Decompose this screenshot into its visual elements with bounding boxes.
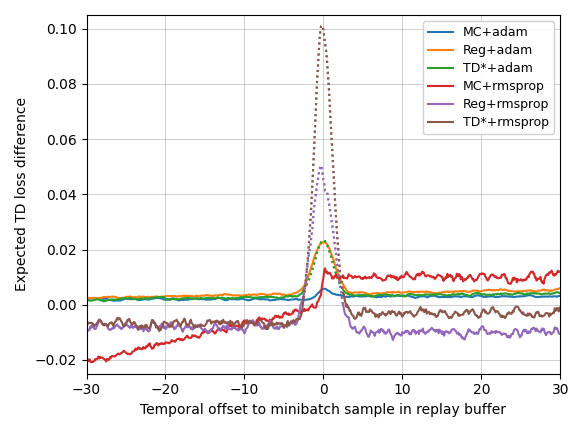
Reg+rmsprop (164, 324, 171, 330)
Line: MC+adam: MC+adam (86, 289, 560, 301)
Reg+adam (91, 296, 98, 301)
MC+adam (114, 298, 121, 303)
Reg+rmsprop (112, 324, 119, 329)
Reg+rmsprop (300, 292, 307, 297)
TD*+adam (83, 298, 90, 303)
Reg+adam (114, 295, 121, 300)
TD*+rmsprop (164, 321, 171, 327)
TD*+adam (164, 297, 171, 302)
TD*+adam (100, 299, 107, 304)
MC+adam (240, 297, 247, 302)
TD*+rmsprop (300, 295, 307, 301)
MC+rmsprop (83, 360, 90, 365)
Reg+rmsprop (193, 324, 200, 330)
Line: TD*+adam: TD*+adam (86, 290, 304, 302)
X-axis label: Temporal offset to minibatch sample in replay buffer: Temporal offset to minibatch sample in r… (140, 403, 506, 417)
TD*+rmsprop (194, 323, 201, 328)
MC+rmsprop (543, 273, 550, 278)
Legend: MC+adam, Reg+adam, TD*+adam, MC+rmsprop, Reg+rmsprop, TD*+rmsprop: MC+adam, Reg+adam, TD*+adam, MC+rmsprop,… (423, 21, 554, 134)
Reg+adam (240, 292, 247, 298)
MC+adam (321, 286, 328, 291)
MC+rmsprop (239, 319, 246, 324)
MC+adam (112, 298, 119, 303)
MC+rmsprop (321, 266, 328, 271)
Reg+rmsprop (241, 331, 248, 336)
Reg+adam (320, 239, 327, 245)
Line: Reg+adam: Reg+adam (86, 242, 560, 299)
TD*+adam (194, 296, 201, 301)
MC+rmsprop (461, 276, 468, 282)
Line: TD*+rmsprop: TD*+rmsprop (86, 298, 304, 331)
Reg+rmsprop (234, 327, 241, 332)
MC+adam (543, 294, 550, 299)
TD*+adam (213, 295, 220, 300)
TD*+rmsprop (83, 322, 90, 327)
TD*+rmsprop (235, 318, 242, 324)
MC+adam (557, 293, 564, 299)
MC+adam (462, 294, 469, 299)
TD*+adam (235, 295, 242, 301)
MC+adam (172, 297, 179, 302)
Reg+adam (172, 294, 179, 299)
TD*+rmsprop (197, 323, 204, 328)
Reg+adam (543, 288, 550, 293)
MC+adam (83, 296, 90, 302)
TD*+rmsprop (112, 320, 119, 325)
Reg+adam (462, 289, 469, 294)
Reg+rmsprop (196, 322, 203, 327)
Reg+rmsprop (83, 327, 90, 332)
MC+rmsprop (113, 353, 120, 358)
MC+rmsprop (557, 269, 564, 274)
Reg+adam (83, 295, 90, 301)
Reg+adam (527, 288, 534, 293)
MC+rmsprop (172, 339, 179, 344)
TD*+adam (197, 295, 204, 301)
Reg+rmsprop (213, 322, 220, 327)
Reg+adam (557, 286, 564, 291)
TD*+adam (300, 287, 307, 292)
Y-axis label: Expected TD loss difference: Expected TD loss difference (15, 97, 29, 291)
Line: Reg+rmsprop: Reg+rmsprop (86, 295, 304, 334)
TD*+rmsprop (156, 328, 163, 334)
MC+rmsprop (526, 271, 533, 276)
TD*+adam (112, 297, 119, 302)
Line: MC+rmsprop: MC+rmsprop (86, 268, 560, 363)
TD*+rmsprop (213, 318, 220, 323)
MC+adam (527, 293, 534, 298)
